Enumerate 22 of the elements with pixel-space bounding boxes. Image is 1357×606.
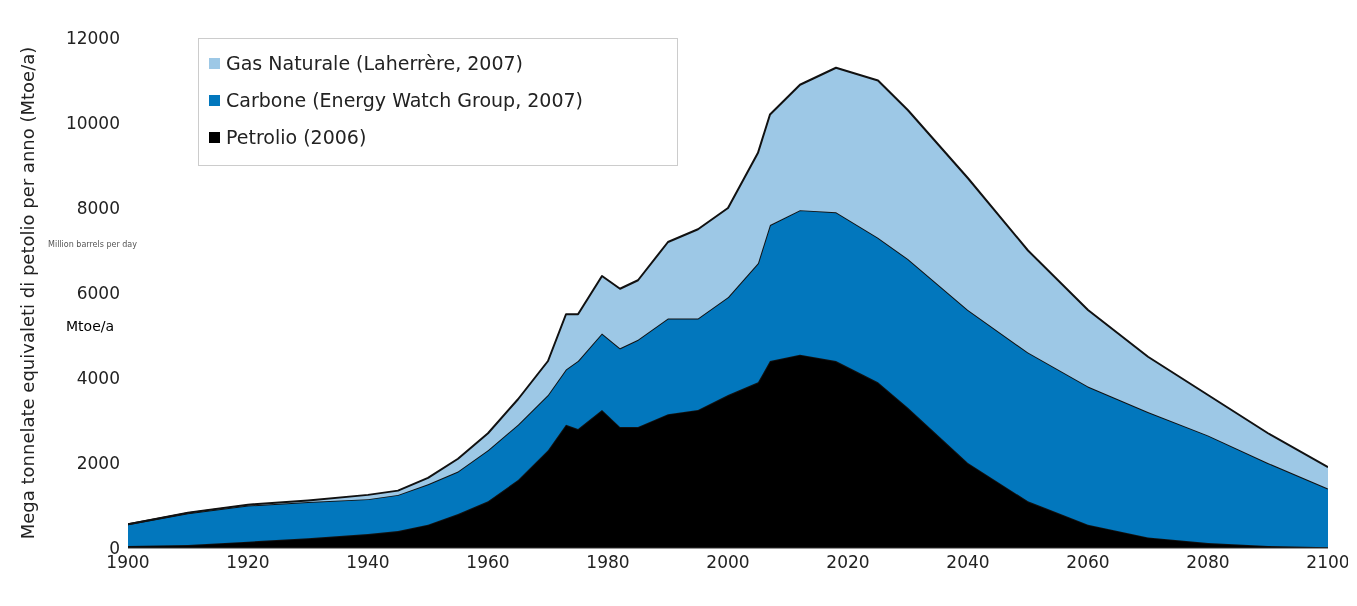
y-tick-label: 8000 (76, 198, 120, 219)
x-tick-label: 2060 (1066, 552, 1110, 573)
x-tick-label: 1920 (226, 552, 270, 573)
x-tick-label: 2020 (826, 552, 870, 573)
legend-label: Petrolio (2006) (226, 125, 367, 150)
y-tick-label: 12000 (65, 28, 120, 49)
x-tick-label: 2080 (1186, 552, 1230, 573)
y-tick-label: 10000 (65, 113, 120, 134)
x-tick-label: 1980 (586, 552, 630, 573)
y-tick-label: 6000 (76, 283, 120, 304)
x-tick-label: 2040 (946, 552, 990, 573)
legend-label: Carbone (Energy Watch Group, 2007) (226, 88, 584, 113)
y-axis-title: Mega tonnelate equivaleti di petolio per anno (Mtoe/a) (17, 46, 39, 540)
x-tick-label: 2000 (706, 552, 750, 573)
annotation: Million barrels per day (48, 240, 137, 249)
legend-label: Gas Naturale (Laherrère, 2007) (226, 51, 523, 76)
x-tick-label: 1940 (346, 552, 390, 573)
text: Mtoe/a (66, 318, 115, 334)
x-tick-label: 1960 (466, 552, 510, 573)
y-tick-label: 2000 (76, 453, 120, 474)
y-tick-label: 4000 (76, 368, 120, 389)
x-tick-label: 2100 (1306, 552, 1350, 573)
